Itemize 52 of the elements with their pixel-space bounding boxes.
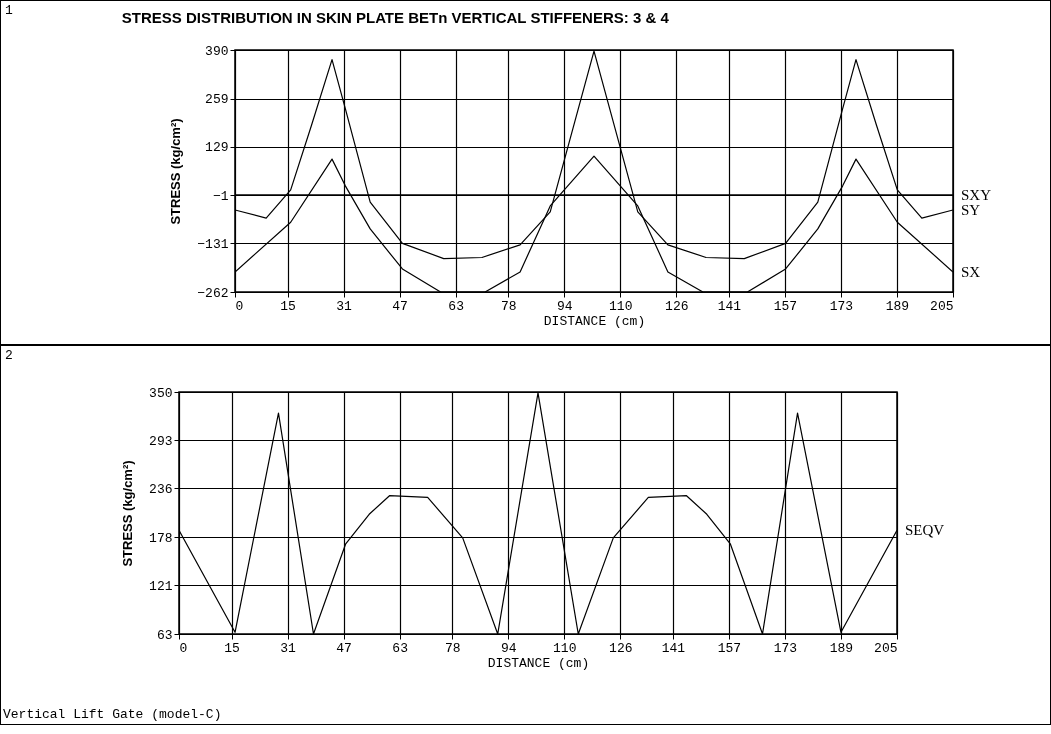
y-axis-title: STRESS (kg/cm²) <box>168 118 184 225</box>
x-tick-label: 110 <box>609 298 633 314</box>
x-tick-label: 173 <box>829 298 854 314</box>
x-tick-label: 94 <box>556 298 573 314</box>
x-tick-label: 47 <box>336 640 352 656</box>
y-tick-label: −262 <box>197 285 229 301</box>
x-axis-title: DISTANCE (cm) <box>543 313 646 329</box>
x-tick-label: 15 <box>224 640 240 656</box>
series-label: SXY <box>961 186 992 203</box>
y-tick-label: 236 <box>149 481 173 497</box>
x-tick-label: 78 <box>500 298 517 314</box>
text: 1 <box>5 3 13 18</box>
x-axis-title: DISTANCE (cm) <box>487 655 590 671</box>
y-axis-title: STRESS (kg/cm²) <box>120 460 136 567</box>
x-tick-label: 141 <box>661 640 686 656</box>
x-tick-label: 205 <box>874 640 898 656</box>
x-tick-label: 205 <box>930 298 954 314</box>
x-tick-label: 126 <box>609 640 633 656</box>
series-label: SEQV <box>905 522 945 539</box>
y-tick-label: 390 <box>205 43 229 59</box>
x-tick-label: 47 <box>392 298 408 314</box>
x-tick-label: 157 <box>717 640 742 656</box>
y-tick-label: 259 <box>205 92 229 108</box>
y-tick-label: 63 <box>156 627 173 643</box>
x-tick-label: 15 <box>280 298 296 314</box>
y-tick-label: 129 <box>205 140 229 156</box>
x-tick-label: 189 <box>829 640 854 656</box>
x-tick-label: 94 <box>500 640 517 656</box>
x-tick-label: 0 <box>179 640 188 656</box>
y-tick-label: 350 <box>149 385 173 401</box>
y-tick-label: 121 <box>149 578 173 594</box>
x-tick-label: 63 <box>392 640 408 656</box>
x-tick-label: 63 <box>448 298 464 314</box>
x-tick-label: 189 <box>885 298 910 314</box>
series-label: SX <box>961 263 981 280</box>
chart-title: STRESS DISTRIBUTION IN SKIN PLATE BETn VERTICAL STIFFENERS: 3 & 4 <box>121 9 670 26</box>
x-tick-label: 157 <box>773 298 798 314</box>
x-tick-label: 31 <box>336 298 353 314</box>
y-tick-label: 178 <box>149 530 173 546</box>
x-tick-label: 78 <box>444 640 461 656</box>
x-tick-label: 126 <box>665 298 689 314</box>
x-tick-label: 173 <box>773 640 798 656</box>
x-tick-label: 31 <box>280 640 297 656</box>
x-tick-label: 141 <box>717 298 742 314</box>
x-tick-label: 110 <box>553 640 577 656</box>
series-label: SY <box>961 201 981 218</box>
text: Vertical Lift Gate (model-C) <box>3 707 222 722</box>
y-tick-label: −1 <box>212 188 229 204</box>
text: 2 <box>5 348 13 363</box>
y-tick-label: −131 <box>197 236 229 252</box>
x-tick-label: 0 <box>235 298 244 314</box>
y-tick-label: 293 <box>149 433 173 449</box>
